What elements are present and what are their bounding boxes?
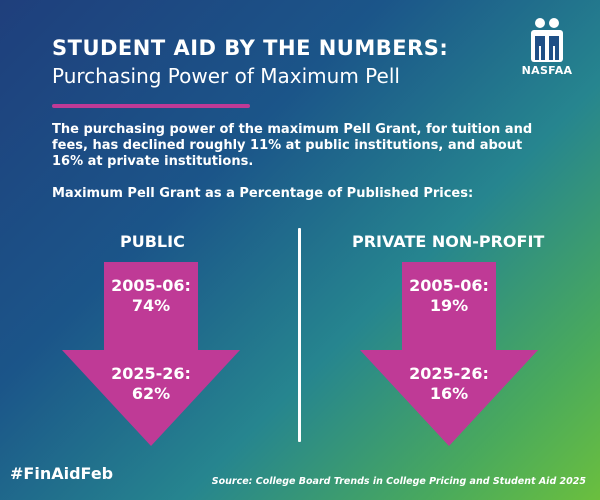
private-end-year: 2025-26: 16%	[360, 364, 538, 404]
public-end-year: 2025-26: 62%	[62, 364, 240, 404]
private-start-value: 19%	[429, 296, 469, 315]
private-start-year: 2005-06: 19%	[360, 276, 538, 316]
down-arrow-icon	[360, 262, 538, 446]
column-header-public: PUBLIC	[120, 232, 185, 251]
column-header-private: PRIVATE NON-PROFIT	[352, 232, 545, 251]
intro-paragraph: The purchasing power of the maximum Pell…	[52, 122, 533, 169]
private-start-year-label: 2005-06:	[409, 276, 489, 295]
public-end-value: 62%	[131, 384, 171, 403]
nasfaa-logo: NASFAA	[514, 16, 580, 80]
header-title: STUDENT AID BY THE NUMBERS:	[52, 36, 449, 60]
hashtag: #FinAidFeb	[10, 464, 114, 483]
nasfaa-people-logo-icon	[531, 18, 563, 62]
logo-text: NASFAA	[521, 64, 573, 77]
source-citation: Source: College Board Trends in College …	[211, 476, 586, 487]
down-arrow-icon	[62, 262, 240, 446]
column-divider	[298, 228, 301, 442]
public-start-year-label: 2005-06:	[111, 276, 191, 295]
header-subtitle: Purchasing Power of Maximum Pell	[52, 64, 400, 88]
public-end-year-label: 2025-26:	[111, 364, 191, 383]
title-underline	[52, 104, 250, 108]
public-start-year: 2005-06: 74%	[62, 276, 240, 316]
arrow-public: 2005-06: 74% 2025-26: 62%	[62, 262, 240, 446]
private-end-value: 16%	[429, 384, 469, 403]
private-end-year-label: 2025-26:	[409, 364, 489, 383]
table-title: Maximum Pell Grant as a Percentage of Pu…	[52, 186, 474, 201]
public-start-value: 74%	[131, 296, 171, 315]
arrow-private: 2005-06: 19% 2025-26: 16%	[360, 262, 538, 446]
